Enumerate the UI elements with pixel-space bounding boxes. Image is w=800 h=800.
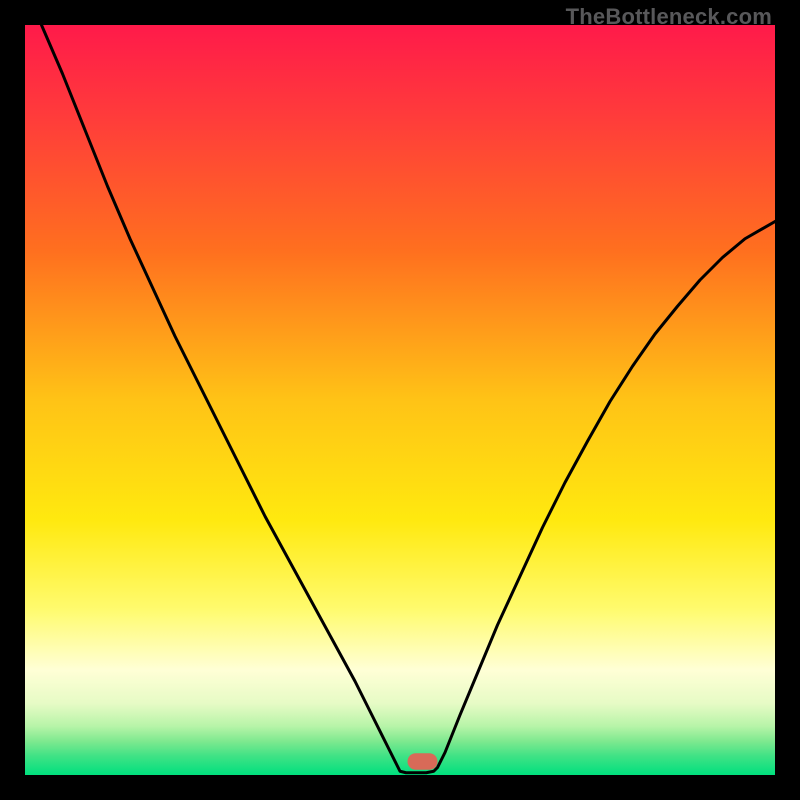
chart-frame: TheBottleneck.com xyxy=(0,0,800,800)
source-watermark: TheBottleneck.com xyxy=(566,4,772,30)
sweet-spot-marker xyxy=(408,753,438,770)
plot-area xyxy=(25,25,775,775)
gradient-background xyxy=(25,25,775,775)
chart-svg xyxy=(25,25,775,775)
